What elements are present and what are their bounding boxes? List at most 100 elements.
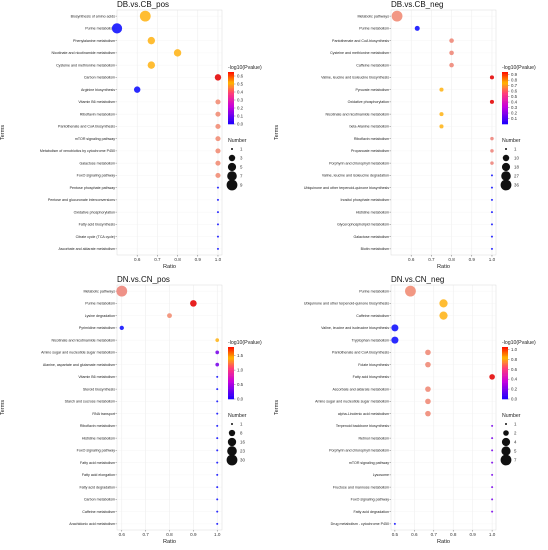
x-axis-label: Ratio (163, 539, 176, 545)
color-legend-band (502, 116, 508, 118)
term-label: FoxO signaling pathway (77, 449, 116, 453)
color-legend-band (502, 380, 508, 383)
color-legend-band (228, 113, 234, 116)
color-legend-band (502, 122, 508, 125)
color-legend-band (228, 87, 234, 90)
size-legend-dot (505, 423, 507, 425)
term-label: Terpenoid backbone biosynthesis (336, 424, 389, 428)
color-legend-band (502, 105, 508, 108)
color-legend-title: -log10(Pvalue) (228, 340, 262, 346)
color-legend-band (228, 112, 234, 114)
color-legend-band (502, 388, 508, 391)
term-label: Pentose phosphate pathway (70, 186, 116, 190)
color-legend-band (502, 397, 508, 400)
data-point (491, 449, 494, 452)
color-legend-band (228, 108, 234, 110)
term-label: Cysteine and methionine metabolism (56, 63, 115, 67)
color-legend-band (228, 397, 234, 400)
color-legend-band (228, 396, 234, 398)
term-label: mTOR signaling pathway (349, 461, 389, 465)
term-label: Carbon metabolism (84, 498, 115, 502)
color-legend-band (228, 94, 234, 96)
chart-title: DB.vs.CB_neg (391, 0, 443, 9)
data-point (216, 400, 219, 403)
color-legend-band (228, 75, 234, 78)
color-legend-label: 0.0 (237, 397, 244, 402)
color-legend-band (502, 349, 508, 352)
data-point (216, 388, 219, 391)
data-point (490, 161, 494, 165)
chart-dn-vs-cn-neg: DN.vs.CN_neg 0.5 0.6 0.7 0.8 0.9 1.0 Purine met… (274, 275, 536, 545)
color-legend-band (502, 367, 508, 370)
color-legend-label: 0.8 (511, 357, 518, 362)
term-label: Biotin metabolism (361, 247, 389, 251)
term-label: alpha-Linolenic acid metabolism (338, 412, 389, 416)
color-legend-band (502, 389, 508, 392)
color-legend-band (502, 354, 508, 357)
y-axis-label: Terms (0, 400, 6, 415)
x-tick-label: 1.0 (489, 532, 496, 537)
size-legend-label: 1 (514, 422, 517, 427)
data-point (119, 325, 124, 331)
color-legend-label: 0.5 (237, 382, 244, 387)
data-point (215, 148, 221, 154)
term-label: Purine metabolism (359, 289, 389, 293)
color-legend-label: 0.2 (237, 106, 244, 111)
x-tick-label: 1.0 (215, 257, 222, 262)
color-legend-band (502, 353, 508, 356)
term-label: Valine, leucine and isoleucine degradati… (322, 174, 389, 178)
color-legend-band (228, 90, 234, 92)
term-label: Ubiquinone and other terpenoid-quinone b… (304, 302, 389, 306)
term-label: Caffeine metabolism (82, 510, 115, 514)
plot-area (390, 9, 497, 256)
term-label: FoxO signaling pathway (77, 174, 116, 178)
data-point (449, 62, 454, 68)
color-legend-label: 0.3 (237, 98, 244, 103)
term-label: Purine metabolism (85, 302, 115, 306)
color-legend-band (502, 121, 508, 123)
x-tick-label: 0.9 (195, 257, 202, 262)
color-legend-band (228, 92, 234, 95)
size-legend-dot (501, 162, 511, 172)
size-legend-label: 16 (240, 440, 245, 445)
color-legend-band (502, 361, 508, 363)
data-point (490, 235, 493, 238)
data-point (449, 50, 454, 56)
term-label: Vitamin B6 metabolism (78, 375, 115, 379)
color-legend-band (502, 378, 508, 380)
color-legend-band (502, 88, 508, 91)
color-legend-band (228, 100, 234, 103)
term-label: Oxidative phosphorylation (348, 100, 389, 104)
data-point (491, 473, 494, 476)
term-label: Citrate cycle (TCA cycle) (76, 235, 115, 239)
data-point (439, 311, 448, 320)
data-point (490, 211, 493, 214)
x-tick-label: 0.6 (411, 532, 418, 537)
term-label: Valine, leucine and isoleucine biosynthe… (321, 326, 389, 330)
color-legend-label: 0.0 (237, 122, 244, 127)
data-point (449, 38, 454, 43)
color-legend-band (502, 120, 508, 122)
color-legend-band (228, 79, 234, 82)
color-legend-band (502, 374, 508, 376)
color-legend-label: 0.9 (511, 72, 518, 77)
term-label: Pantothenate and CoA biosynthesis (58, 125, 115, 129)
term-label: Alanine, aspartate and glutamate metabol… (43, 363, 115, 367)
size-legend-label: 5 (514, 449, 517, 454)
size-legend-dot (228, 154, 236, 162)
x-axis-label: Ratio (437, 539, 450, 545)
color-legend-band (502, 103, 508, 105)
data-point (215, 111, 221, 117)
data-point (215, 160, 221, 166)
color-legend-band (502, 362, 508, 365)
color-legend-band (502, 83, 508, 86)
color-legend-band (228, 91, 234, 94)
color-legend-band (228, 387, 234, 389)
color-legend-band (502, 111, 508, 113)
data-point (216, 247, 219, 250)
size-legend-label: 18 (514, 165, 519, 170)
color-legend-band (502, 357, 508, 359)
color-legend-band (228, 78, 234, 81)
data-point (425, 361, 431, 368)
color-legend-band (228, 72, 234, 74)
